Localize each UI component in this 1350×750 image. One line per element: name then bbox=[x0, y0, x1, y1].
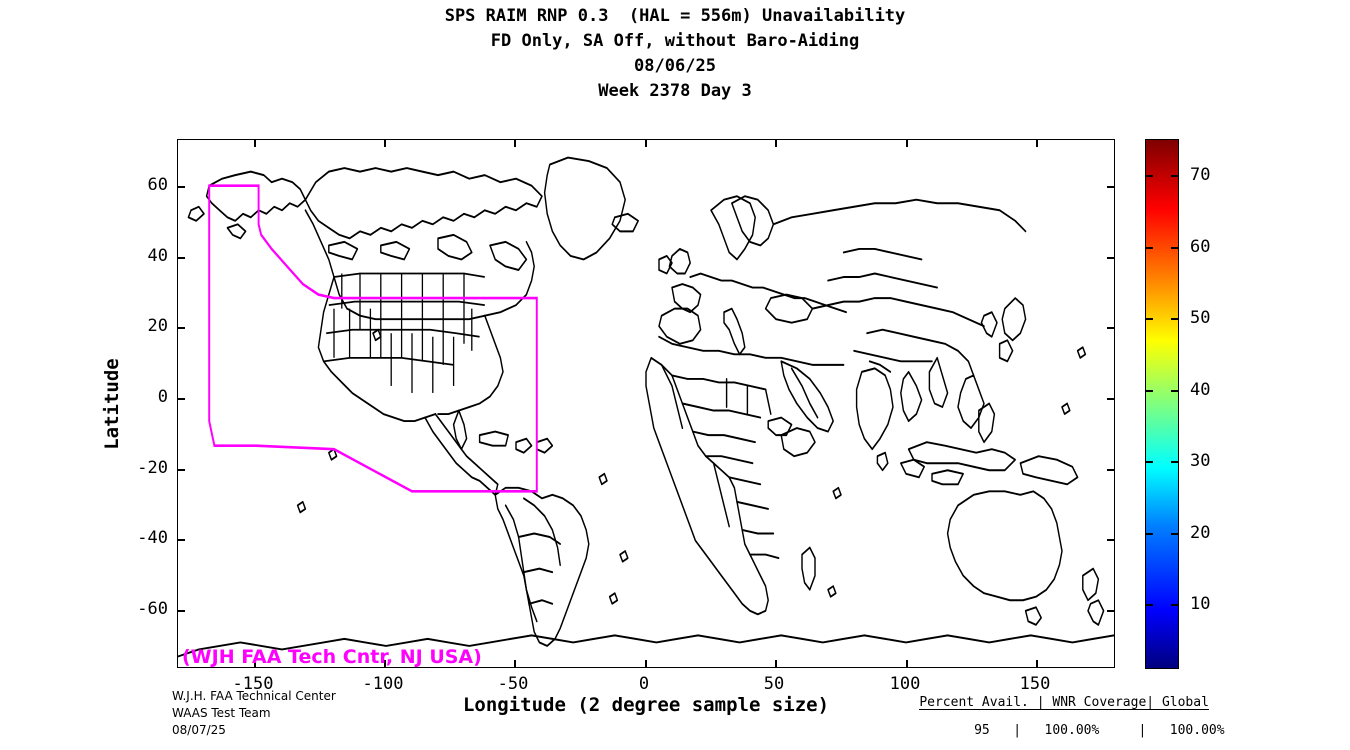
stats-table-row: 95 | 100.00% | 100.00% bbox=[888, 722, 1225, 738]
colorbar-tick bbox=[1146, 390, 1153, 392]
y-tick-mark bbox=[178, 610, 185, 612]
chart-title-block: SPS RAIM RNP 0.3 (HAL = 556m) Unavailabi… bbox=[0, 4, 1350, 104]
wnr-coverage-boundary bbox=[208, 184, 538, 493]
colorbar-tick bbox=[1171, 604, 1178, 606]
colorbar-tick bbox=[1171, 247, 1178, 249]
watermark-label: (WJH FAA Tech Cntr, NJ USA) bbox=[182, 646, 482, 668]
x-tick-mark bbox=[384, 660, 386, 667]
colorbar-tick bbox=[1146, 247, 1153, 249]
x-tick-mark-top bbox=[514, 140, 516, 147]
x-tick-label: 50 bbox=[763, 674, 785, 694]
colorbar-gradient[interactable] bbox=[1145, 139, 1179, 669]
title-line-4-week: Week 2378 Day 3 bbox=[598, 81, 752, 101]
y-axis-title: Latitude bbox=[101, 358, 123, 450]
colorbar-tick bbox=[1171, 175, 1178, 177]
x-tick-mark bbox=[254, 660, 256, 667]
credit-line-2: WAAS Test Team bbox=[172, 706, 271, 720]
title-line-1: SPS RAIM RNP 0.3 (HAL = 556m) Unavailabi… bbox=[444, 6, 906, 26]
x-tick-mark-top bbox=[254, 140, 256, 147]
y-tick-mark bbox=[178, 257, 185, 259]
y-tick-label: -60 bbox=[137, 599, 168, 619]
colorbar-tick bbox=[1146, 461, 1153, 463]
us-state-borders bbox=[323, 272, 485, 393]
title-line-3-date: 08/06/25 bbox=[634, 56, 716, 76]
y-tick-mark-right bbox=[1107, 186, 1114, 188]
colorbar-tick bbox=[1171, 318, 1178, 320]
colorbar-tick-label: 60 bbox=[1190, 237, 1211, 257]
y-tick-mark bbox=[178, 186, 185, 188]
world-coastlines bbox=[178, 156, 1114, 658]
y-tick-mark-right bbox=[1107, 539, 1114, 541]
colorbar-tick-label: 50 bbox=[1190, 308, 1211, 328]
credit-line-3: 08/07/25 bbox=[172, 723, 226, 737]
x-tick-mark bbox=[1036, 660, 1038, 667]
colorbar-tick bbox=[1171, 390, 1178, 392]
y-tick-label: -40 bbox=[137, 528, 168, 548]
y-tick-mark bbox=[178, 539, 185, 541]
colorbar-tick-label: 30 bbox=[1190, 451, 1211, 471]
y-tick-label: 0 bbox=[157, 387, 168, 407]
x-tick-mark-top bbox=[645, 140, 647, 147]
x-tick-mark bbox=[514, 660, 516, 667]
x-tick-label: -100 bbox=[362, 674, 404, 694]
x-tick-label: 150 bbox=[1019, 674, 1051, 694]
availability-stats-table: Percent Avail. | WNR Coverage| Global 95… bbox=[888, 682, 1225, 750]
y-tick-mark-right bbox=[1107, 257, 1114, 259]
colorbar-tick bbox=[1146, 175, 1153, 177]
x-tick-label: -50 bbox=[497, 674, 529, 694]
y-tick-mark-right bbox=[1107, 327, 1114, 329]
x-tick-mark bbox=[906, 660, 908, 667]
y-tick-label: 60 bbox=[147, 175, 168, 195]
colorbar-tick bbox=[1146, 533, 1153, 535]
colorbar-tick bbox=[1171, 533, 1178, 535]
x-tick-label: 0 bbox=[638, 674, 650, 694]
y-tick-label: 20 bbox=[147, 316, 168, 336]
y-tick-label: -20 bbox=[137, 458, 168, 478]
y-tick-mark bbox=[178, 469, 185, 471]
stats-table-header: Percent Avail. | WNR Coverage| Global bbox=[919, 694, 1209, 710]
x-tick-mark-top bbox=[906, 140, 908, 147]
y-tick-label: 40 bbox=[147, 246, 168, 266]
map-plot-area[interactable] bbox=[177, 139, 1115, 668]
colorbar-tick-label: 20 bbox=[1190, 523, 1211, 543]
credit-line-1: W.J.H. FAA Technical Center bbox=[172, 689, 336, 703]
x-tick-mark-top bbox=[1036, 140, 1038, 147]
world-map-svg bbox=[178, 156, 1114, 658]
y-tick-mark-right bbox=[1107, 610, 1114, 612]
x-tick-mark bbox=[645, 660, 647, 667]
colorbar-tick-label: 70 bbox=[1190, 165, 1211, 185]
y-tick-mark bbox=[178, 327, 185, 329]
x-tick-label: 100 bbox=[889, 674, 921, 694]
colorbar-tick bbox=[1146, 318, 1153, 320]
y-tick-mark-right bbox=[1107, 469, 1114, 471]
x-axis-title: Longitude (2 degree sample size) bbox=[462, 694, 830, 716]
x-tick-label: -150 bbox=[232, 674, 274, 694]
colorbar-tick bbox=[1171, 461, 1178, 463]
colorbar-tick bbox=[1146, 604, 1153, 606]
y-tick-mark bbox=[178, 398, 185, 400]
x-tick-mark-top bbox=[775, 140, 777, 147]
y-tick-mark-right bbox=[1107, 398, 1114, 400]
title-line-2: FD Only, SA Off, without Baro-Aiding bbox=[490, 31, 860, 51]
credit-block: W.J.H. FAA Technical Center WAAS Test Te… bbox=[172, 688, 336, 739]
colorbar-tick-label: 40 bbox=[1190, 380, 1211, 400]
colorbar-tick-label: 10 bbox=[1190, 594, 1211, 614]
x-tick-mark-top bbox=[384, 140, 386, 147]
x-tick-mark bbox=[775, 660, 777, 667]
